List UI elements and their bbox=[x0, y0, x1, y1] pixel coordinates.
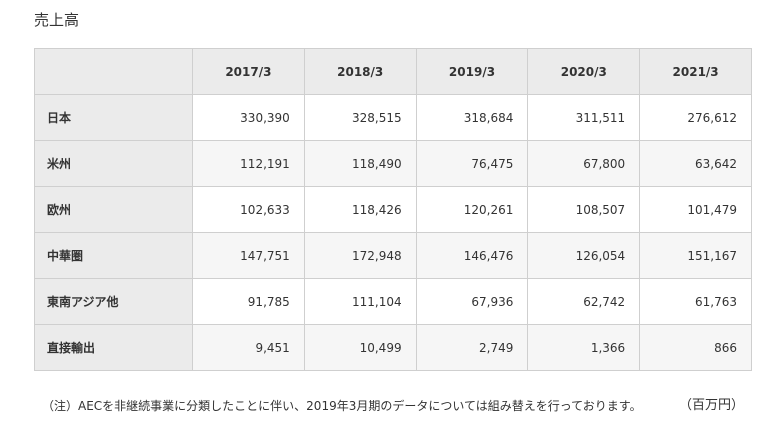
table-cell: 311,511 bbox=[527, 94, 641, 141]
table-cell: 102,633 bbox=[192, 186, 305, 233]
column-header-2021: 2021/3 bbox=[639, 48, 752, 95]
unit-label: （百万円） bbox=[678, 398, 744, 413]
column-header-2017: 2017/3 bbox=[192, 48, 305, 95]
row-label: 中華圏 bbox=[34, 232, 193, 279]
table-cell: 101,479 bbox=[639, 186, 752, 233]
table-header: 2017/3 2018/3 2019/3 2020/3 2021/3 bbox=[34, 48, 752, 95]
column-header-2019: 2019/3 bbox=[415, 48, 529, 95]
table-cell: 112,191 bbox=[192, 140, 305, 187]
table-cell: 1,366 bbox=[527, 324, 641, 371]
page-title: 売上高 bbox=[34, 11, 80, 29]
row-label: 東南アジア他 bbox=[34, 278, 193, 325]
table-cell: 62,742 bbox=[527, 278, 641, 325]
row-label: 米州 bbox=[34, 140, 193, 187]
header-row: 2017/3 2018/3 2019/3 2020/3 2021/3 bbox=[34, 48, 752, 95]
row-label: 日本 bbox=[34, 94, 193, 141]
table-cell: 151,167 bbox=[639, 232, 752, 279]
table-cell: 866 bbox=[639, 324, 752, 371]
table-cell: 108,507 bbox=[527, 186, 641, 233]
table-cell: 67,936 bbox=[415, 278, 529, 325]
table-cell: 146,476 bbox=[415, 232, 529, 279]
table-cell: 10,499 bbox=[303, 324, 417, 371]
table-cell: 328,515 bbox=[303, 94, 417, 141]
table-row: 米州 112,191 118,490 76,475 67,800 63,642 bbox=[34, 140, 752, 187]
table-cell: 276,612 bbox=[639, 94, 752, 141]
table-row: 日本 330,390 328,515 318,684 311,511 276,6… bbox=[34, 94, 752, 141]
header-corner-cell bbox=[34, 48, 193, 95]
table-cell: 118,426 bbox=[303, 186, 417, 233]
table-cell: 9,451 bbox=[192, 324, 305, 371]
table-cell: 118,490 bbox=[303, 140, 417, 187]
table-cell: 120,261 bbox=[415, 186, 529, 233]
table-cell: 91,785 bbox=[192, 278, 305, 325]
table-row: 中華圏 147,751 172,948 146,476 126,054 151,… bbox=[34, 232, 752, 279]
table-cell: 147,751 bbox=[192, 232, 305, 279]
column-header-2020: 2020/3 bbox=[527, 48, 641, 95]
table-cell: 172,948 bbox=[303, 232, 417, 279]
column-header-2018: 2018/3 bbox=[303, 48, 417, 95]
table-cell: 111,104 bbox=[303, 278, 417, 325]
table-cell: 76,475 bbox=[415, 140, 529, 187]
table-cell: 63,642 bbox=[639, 140, 752, 187]
sales-table: 2017/3 2018/3 2019/3 2020/3 2021/3 日本 33… bbox=[34, 48, 752, 371]
table-cell: 2,749 bbox=[415, 324, 529, 371]
table-row: 直接輸出 9,451 10,499 2,749 1,366 866 bbox=[34, 324, 752, 371]
table-body: 日本 330,390 328,515 318,684 311,511 276,6… bbox=[34, 94, 752, 371]
row-label: 欧州 bbox=[34, 186, 193, 233]
table-row: 欧州 102,633 118,426 120,261 108,507 101,4… bbox=[34, 186, 752, 233]
footnote: （注）AECを非継続事業に分類したことに伴い、2019年3月期のデータについては… bbox=[42, 399, 642, 413]
table-cell: 330,390 bbox=[192, 94, 305, 141]
table-cell: 318,684 bbox=[415, 94, 529, 141]
table-cell: 61,763 bbox=[639, 278, 752, 325]
row-label: 直接輸出 bbox=[34, 324, 193, 371]
table-cell: 126,054 bbox=[527, 232, 641, 279]
table-row: 東南アジア他 91,785 111,104 67,936 62,742 61,7… bbox=[34, 278, 752, 325]
table-cell: 67,800 bbox=[527, 140, 641, 187]
